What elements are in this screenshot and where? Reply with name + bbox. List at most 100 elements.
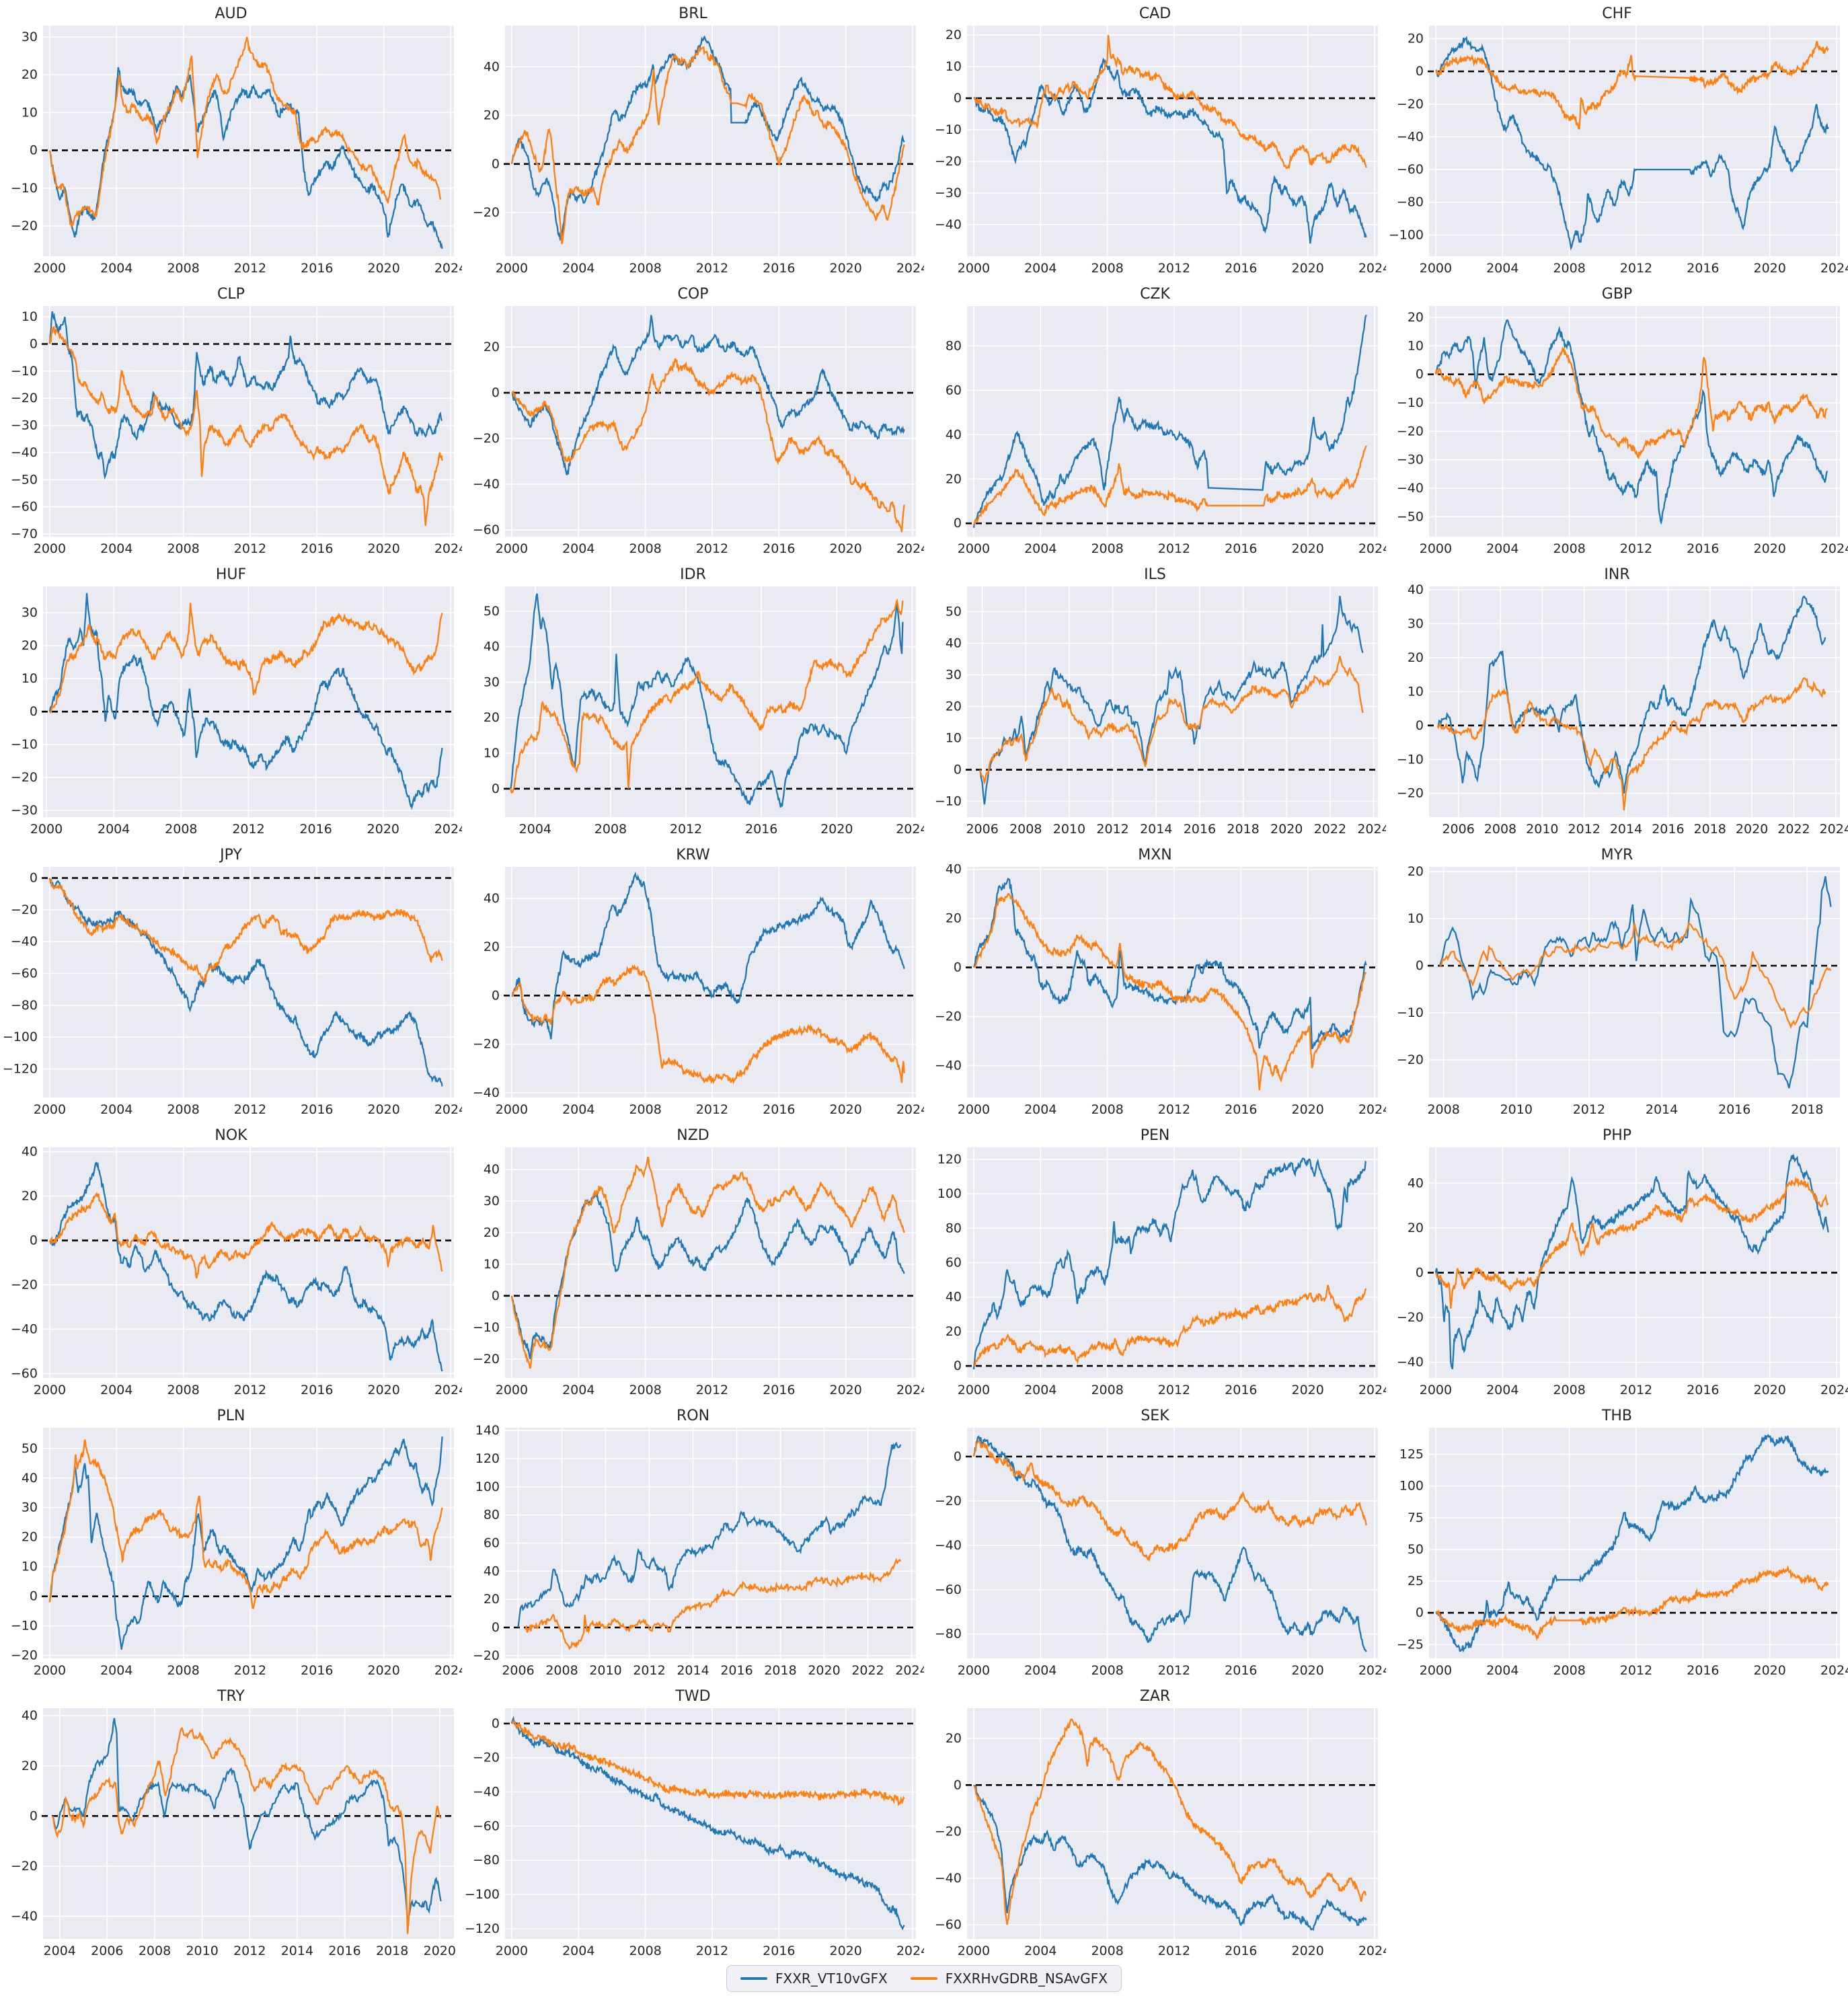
chart-plot: 2000 2004 2008 2012 2016 2020 2024 0 −20 −40 −60 −8… (465, 1708, 924, 1958)
y-tick-label: 0 (30, 871, 38, 886)
chart-title: TWD (675, 1688, 711, 1705)
x-tick-label: 2004 (562, 541, 594, 556)
x-tick-label: 2022 (851, 1663, 884, 1678)
x-tick-label: 2016 (763, 1383, 795, 1397)
y-tick-label: 20 (484, 340, 500, 354)
plot-background (967, 1708, 1378, 1939)
x-tick-label: 2016 (299, 822, 332, 837)
x-tick-label: 2008 (167, 1102, 199, 1117)
x-tick-label: 2000 (958, 1102, 990, 1117)
x-tick-label: 2010 (1500, 1102, 1533, 1117)
x-tick-label: 2018 (376, 1944, 408, 1958)
x-tick-label: 2008 (629, 1383, 661, 1397)
y-tick-label: 40 (946, 427, 962, 442)
series-FXXR_VT10vGFX (511, 315, 905, 475)
chart-MXN: MXN2000200420082012201620202024−40−20020… (924, 841, 1386, 1122)
series-FXXRHvGDRB_NSAvGFX (48, 36, 442, 229)
x-tick-label: 2004 (1486, 541, 1518, 556)
y-tick-label: −20 (11, 219, 38, 233)
x-tick-label: 2000 (34, 1383, 66, 1397)
series-FXXRHvGDRB_NSAvGFX (972, 445, 1367, 526)
x-tick-label: 2004 (562, 261, 594, 276)
legend-row: FXXR_VT10vGFX FXXRHvGDRB_NSAvGFX (0, 1963, 1848, 1994)
x-tick-label: 2008 (1009, 822, 1042, 837)
chart-BRL: BRL 2000 2004 2008 2012 2016 2020 2024 −20 0 20 40 (462, 0, 924, 280)
x-tick-label: 2016 (1718, 1102, 1750, 1117)
y-tick-label: 30 (1408, 616, 1424, 631)
x-tick-label: 2012 (1158, 1102, 1190, 1117)
y-tick-label: −10 (11, 181, 38, 196)
chart-plot: 2000 2004 2008 2012 2016 2020 2024 −30 −20 −10 0 10… (11, 586, 462, 837)
x-tick-label: 2012 (1158, 1383, 1190, 1397)
x-tick-label: 2008 (1553, 261, 1585, 276)
y-tick-label: 20 (484, 108, 500, 123)
chart-plot: 2008 2010 2012 2014 2016 2018 −20 −10 0 10 20 (1397, 864, 1841, 1117)
x-tick-label: 2012 (670, 822, 702, 837)
legend: FXXR_VT10vGFX FXXRHvGDRB_NSAvGFX (726, 1965, 1122, 1992)
y-tick-label: −20 (935, 1825, 962, 1839)
x-tick-label: 2020 (1754, 541, 1786, 556)
y-tick-label: −50 (11, 472, 38, 487)
y-tick-label: −60 (11, 1366, 38, 1381)
series-FXXR_VT10vGFX (972, 1435, 1367, 1652)
x-tick-label: 2012 (232, 822, 264, 837)
chart-MYR: MYR 2008 2010 2012 2014 2016 2018 −20 −10 0 10 20 (1386, 841, 1848, 1122)
x-tick-label: 2010 (1053, 822, 1085, 837)
y-tick-label: 10 (1408, 684, 1424, 699)
x-tick-label: 2012 (633, 1663, 665, 1678)
x-tick-label: 2012 (1158, 541, 1190, 556)
x-tick-label: 2004 (1024, 541, 1056, 556)
y-tick-label: −10 (1397, 1005, 1424, 1020)
x-tick-label: 2008 (1091, 1383, 1123, 1397)
chart-plot: 2000 2004 2008 2012 2016 2020 2024 −25 0 25 50 75 10… (1397, 1428, 1848, 1678)
y-tick-label: −20 (1397, 1052, 1424, 1067)
x-tick-label: 2008 (1484, 822, 1516, 837)
x-tick-label: 2018 (1694, 822, 1726, 837)
chart-plot: 2000 2004 2008 2012 2016 2020 2024 −70 −60 −50 −40… (11, 306, 462, 556)
chart-plot: 2004 2008 2012 2016 2020 2024 0 10 20 30 40 50 (484, 586, 924, 837)
x-tick-label: 2020 (1292, 1102, 1324, 1117)
x-tick-label: 2000 (958, 1663, 990, 1678)
x-tick-label: 2008 (1427, 1102, 1459, 1117)
y-tick-label: 20 (484, 710, 500, 725)
y-tick-label: 0 (492, 385, 500, 400)
y-tick-label: 10 (22, 309, 38, 324)
x-tick-label: 2016 (763, 1944, 795, 1958)
x-tick-label: 2020 (1292, 541, 1324, 556)
y-tick-label: 20 (946, 1324, 962, 1339)
y-tick-label: −20 (473, 431, 500, 446)
series-FXXR_VT10vGFX (972, 314, 1367, 529)
y-tick-label: −40 (935, 1059, 962, 1073)
plot-background (1429, 26, 1840, 256)
x-tick-label: 2024 (434, 1663, 462, 1678)
y-tick-label: −10 (935, 794, 962, 809)
x-tick-label: 2020 (1736, 822, 1768, 837)
x-tick-label: 2004 (1024, 1383, 1056, 1397)
chart-plot: 2000 2004 2008 2012 2016 2020 2024 −20 −10 0 10 20 3… (473, 1147, 924, 1397)
y-tick-label: −20 (11, 1277, 38, 1292)
legend-item-nsa: FXXRHvGDRB_NSAvGFX (910, 1970, 1108, 1987)
x-tick-label: 2012 (1573, 1102, 1605, 1117)
y-tick-label: 60 (946, 383, 962, 397)
y-tick-label: −25 (1397, 1637, 1424, 1652)
y-tick-label: −80 (1397, 195, 1424, 210)
x-tick-label: 2006 (502, 1663, 534, 1678)
y-tick-label: −100 (3, 1030, 38, 1044)
plot-background (505, 586, 916, 817)
x-tick-label: 2014 (677, 1663, 709, 1678)
x-tick-label: 2012 (1158, 1944, 1190, 1958)
x-tick-label: 2016 (301, 1102, 333, 1117)
y-tick-label: −20 (473, 1352, 500, 1367)
x-tick-label: 2000 (496, 261, 528, 276)
y-tick-label: −10 (11, 737, 38, 752)
y-tick-label: 0 (492, 1289, 500, 1303)
x-tick-label: 2004 (1486, 1383, 1518, 1397)
x-tick-label: 2004 (1486, 1663, 1518, 1678)
x-tick-label: 2024 (1820, 261, 1848, 276)
y-tick-label: −60 (473, 1818, 500, 1833)
x-tick-label: 2008 (167, 1663, 199, 1678)
chart-SEK: SEK 2000 2004 2008 2012 2016 2020 2024 0 −20 −40 −6… (924, 1402, 1386, 1683)
series-FXXR_VT10vGFX (48, 878, 443, 1087)
x-tick-label: 2012 (1158, 261, 1190, 276)
series-FXXR_VT10vGFX (511, 872, 905, 1040)
